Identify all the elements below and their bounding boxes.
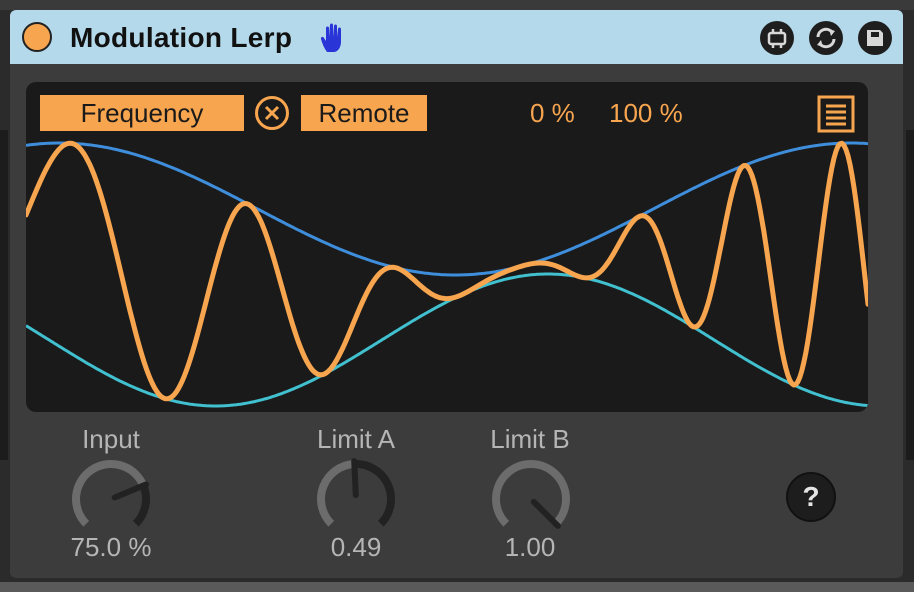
window-bottom-strip (0, 582, 914, 592)
device-title: Modulation Lerp (70, 22, 293, 53)
curve-display[interactable]: Frequency Remote 0 % 100 % (26, 82, 868, 412)
map-button[interactable] (760, 21, 794, 55)
save-icon (867, 30, 883, 46)
input-knob[interactable] (68, 456, 154, 542)
device-titlebar[interactable]: Modulation Lerp (10, 10, 903, 64)
limit-b-knob[interactable] (488, 456, 574, 542)
output-curve (26, 140, 868, 402)
left-edge (0, 130, 8, 460)
curve-plot (26, 140, 868, 408)
menu-icon[interactable] (817, 95, 855, 133)
device-panel: Modulation Lerp (10, 10, 903, 578)
input-knob-value[interactable]: 75.0 % (70, 532, 152, 562)
help-button[interactable]: ? (786, 472, 836, 522)
x-circle-icon[interactable] (254, 95, 290, 131)
input-knob-label: Input (82, 424, 140, 454)
min-percent[interactable]: 0 % (530, 98, 575, 128)
limit-a-curve (26, 141, 868, 277)
max-percent[interactable]: 100 % (609, 98, 683, 128)
map-icon (767, 29, 787, 48)
save-button[interactable] (858, 21, 892, 55)
hand-icon[interactable] (318, 22, 350, 54)
limit-a-knob-label: Limit A (316, 424, 396, 454)
window-top-strip (0, 0, 914, 10)
remote-toggle[interactable]: Remote (301, 95, 427, 131)
device-power-toggle[interactable] (22, 22, 52, 52)
limit-a-knob[interactable] (313, 456, 399, 542)
limit-b-knob-label: Limit B (490, 424, 570, 454)
refresh-icon (816, 27, 836, 49)
limit-b-knob-value[interactable]: 1.00 (504, 532, 556, 562)
limit-a-knob-value[interactable]: 0.49 (330, 532, 382, 562)
right-edge (906, 130, 914, 460)
parameter-name-box[interactable]: Frequency (40, 95, 244, 131)
refresh-button[interactable] (809, 21, 843, 55)
